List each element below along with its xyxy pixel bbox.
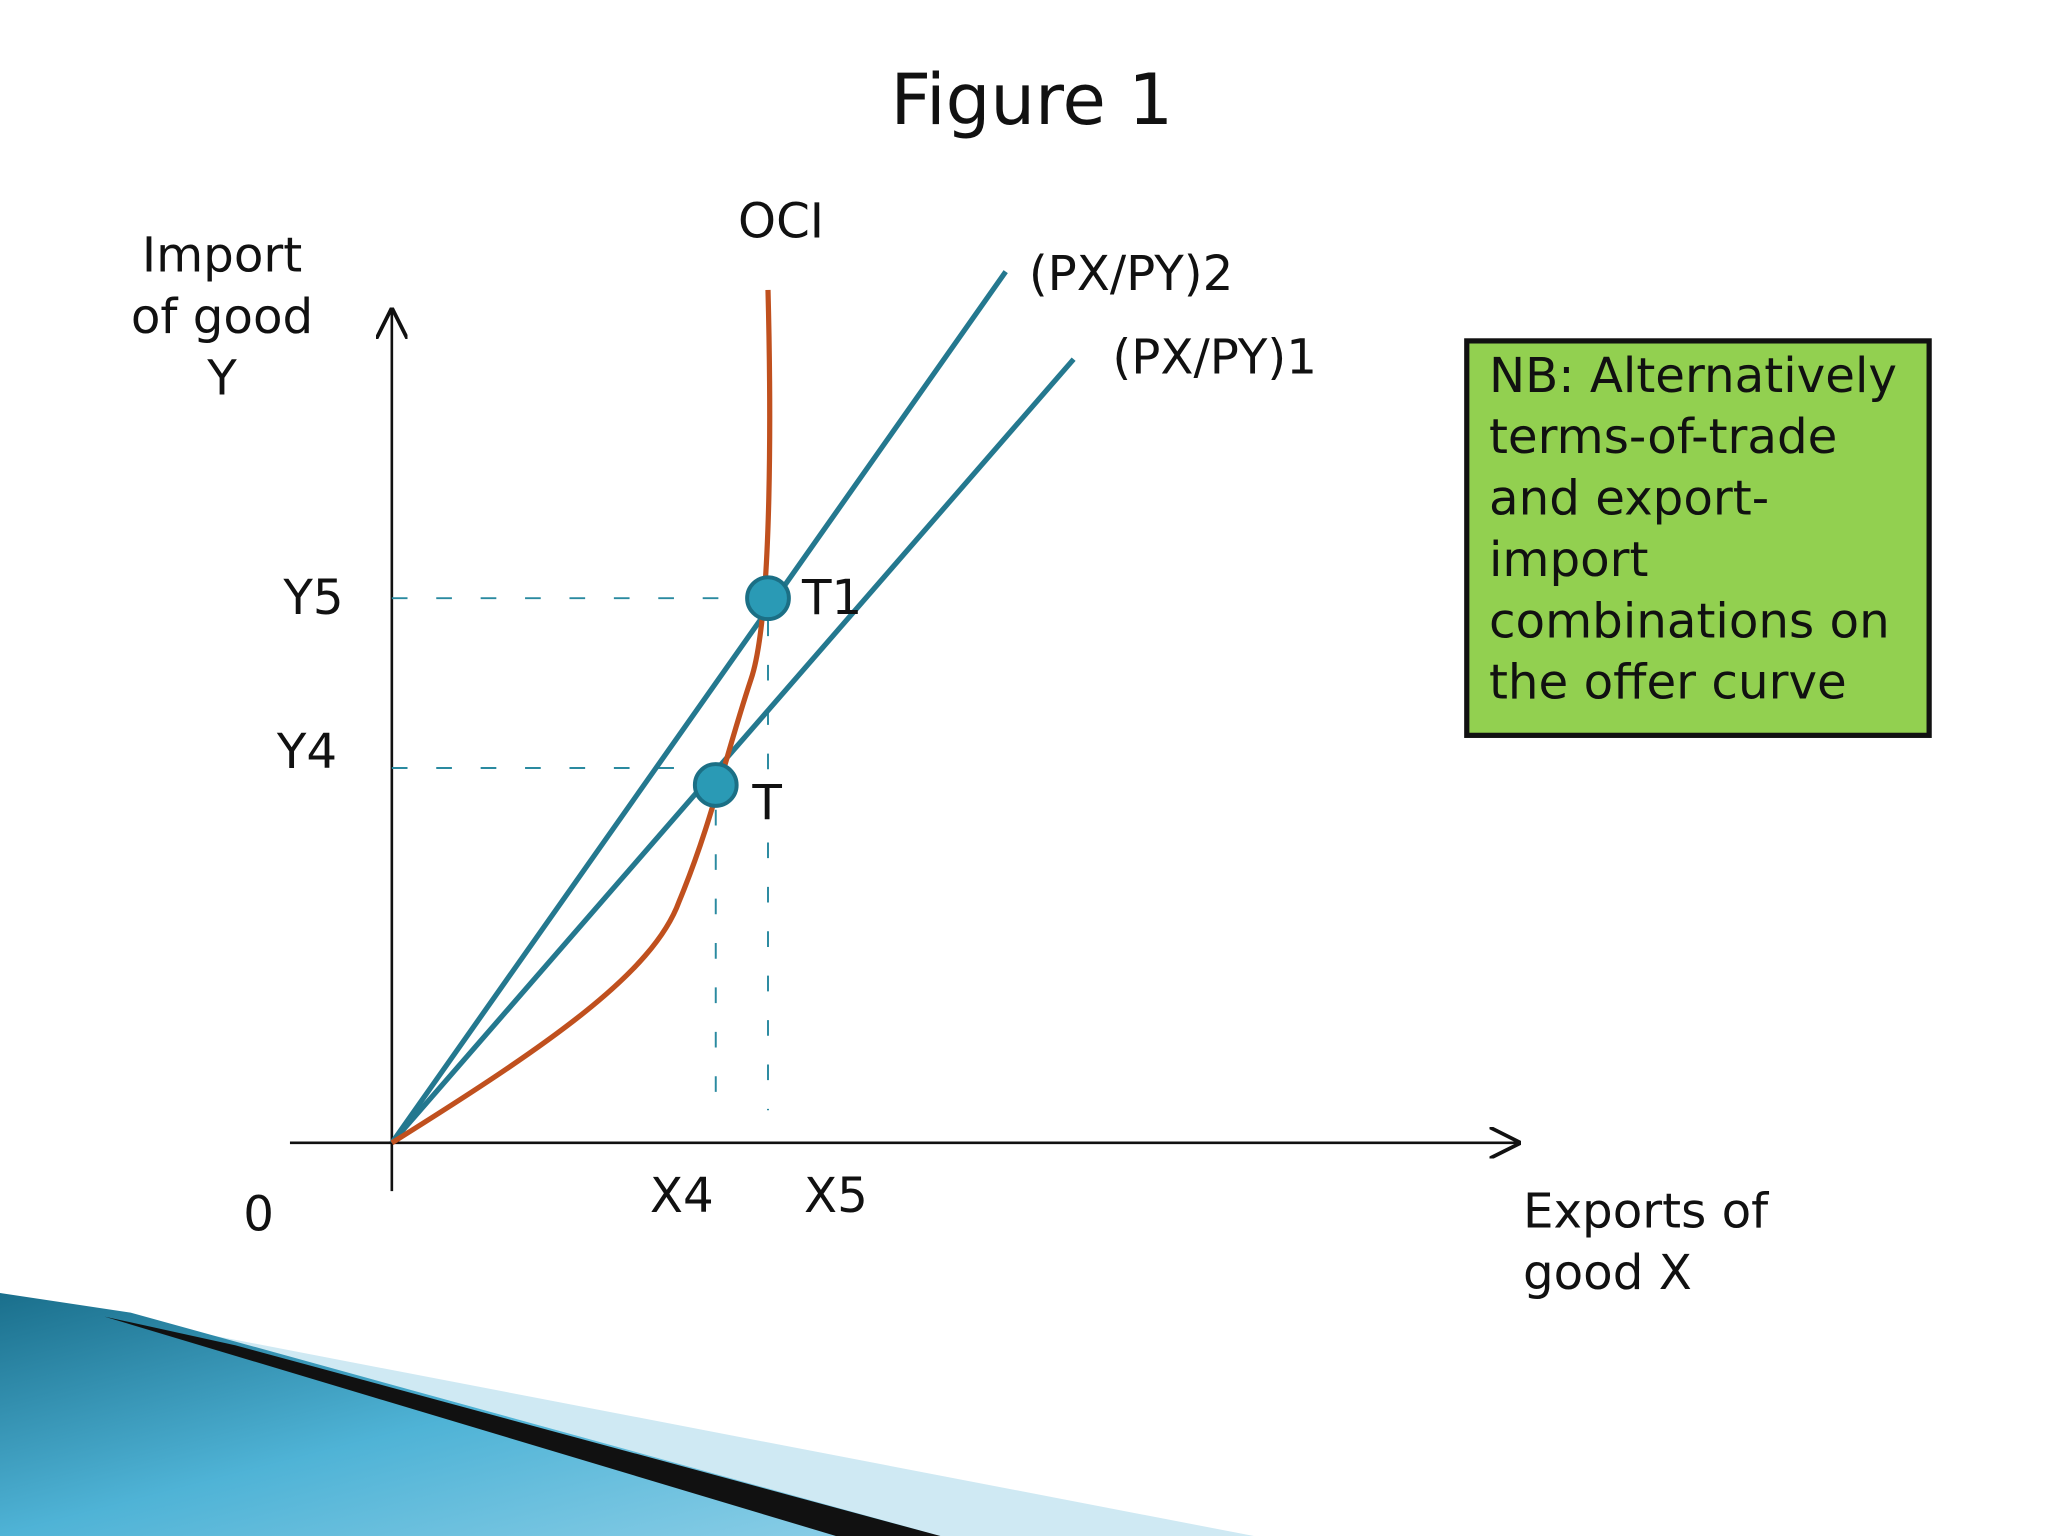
y-axis-label: Import — [142, 228, 302, 284]
y-tick-label: Y4 — [276, 724, 337, 780]
y-axis-label: Y — [206, 350, 237, 406]
point-t1 — [745, 575, 791, 622]
swoosh-dark — [104, 1316, 941, 1536]
curve-label: (PX/PY)2 — [1029, 246, 1234, 302]
price-line-1 — [389, 357, 1076, 1145]
x-axis-label: Exports of — [1523, 1184, 1769, 1240]
x-tick-label: X5 — [804, 1168, 868, 1224]
origin-label: 0 — [243, 1186, 274, 1242]
note-line: terms-of-trade — [1489, 409, 1837, 465]
x-tick-label: X4 — [650, 1168, 714, 1224]
y-axis-label: of good — [131, 289, 313, 345]
guide-lines — [391, 597, 769, 1111]
note-line: combinations on — [1489, 593, 1890, 649]
curve-label: OCI — [738, 194, 824, 250]
curve-label: (PX/PY)1 — [1112, 329, 1317, 385]
price-line-2 — [389, 270, 1008, 1145]
y-tick-label: Y5 — [282, 570, 343, 626]
note-line: import — [1489, 532, 1649, 588]
point-t — [692, 762, 739, 808]
note-line: and export- — [1489, 471, 1769, 527]
note-line: the offer curve — [1489, 655, 1847, 711]
title: Figure 1 — [891, 59, 1174, 141]
point-label: T1 — [801, 570, 862, 626]
note-box — [1464, 338, 1932, 738]
x-axis-label: good X — [1523, 1245, 1692, 1301]
note-line: NB: Alternatively — [1489, 348, 1897, 404]
point-label: T — [751, 775, 782, 831]
